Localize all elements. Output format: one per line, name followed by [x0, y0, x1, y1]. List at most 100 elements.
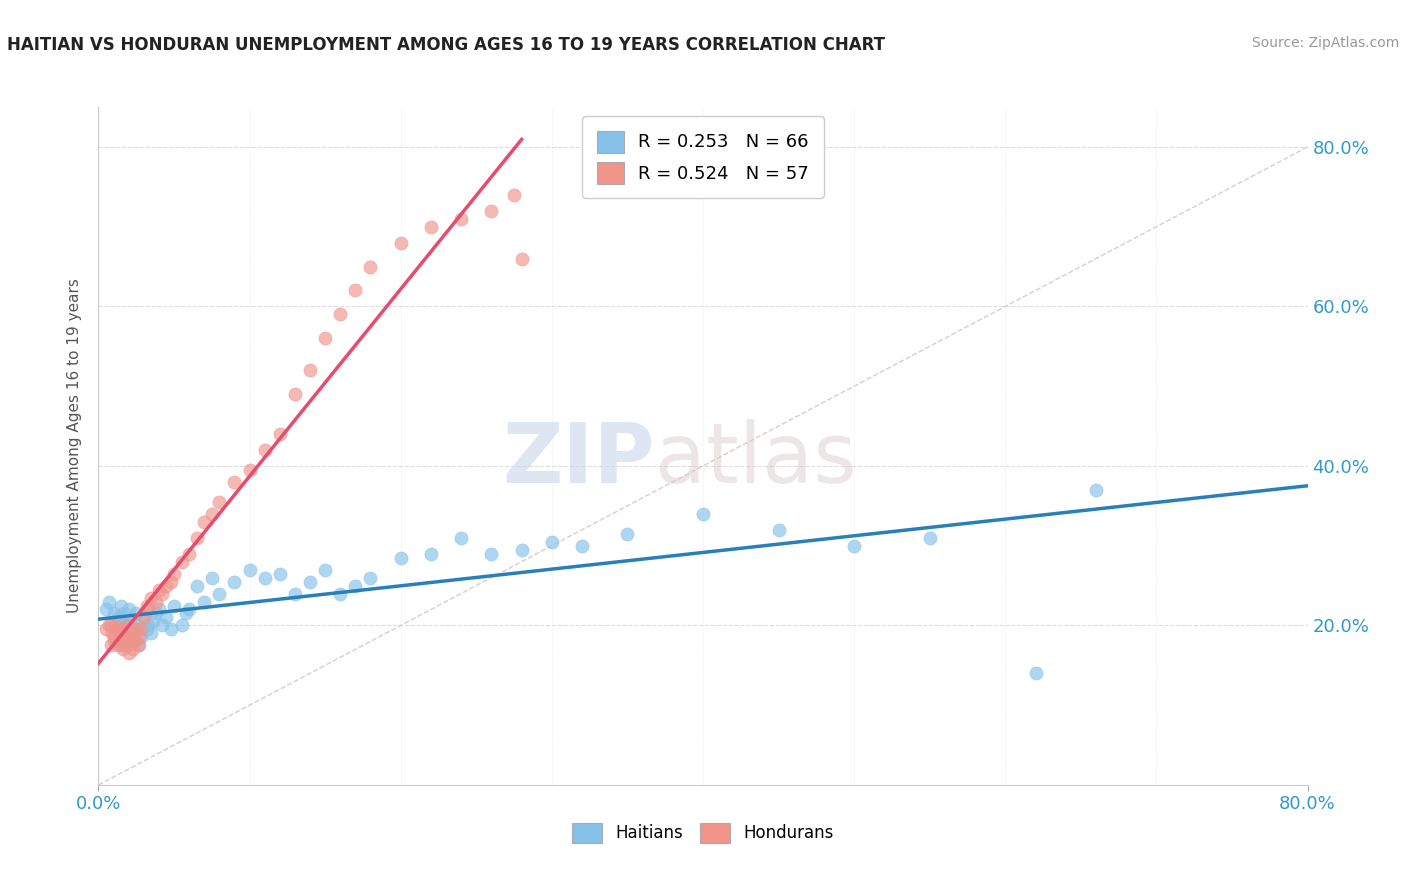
Point	[124, 634, 146, 648]
Point	[100, 639, 122, 653]
Text: ZIP: ZIP	[502, 419, 655, 500]
Point	[94, 602, 117, 616]
Point	[141, 626, 163, 640]
Point	[128, 631, 150, 645]
Point	[120, 634, 142, 648]
Text: HAITIAN VS HONDURAN UNEMPLOYMENT AMONG AGES 16 TO 19 YEARS CORRELATION CHART: HAITIAN VS HONDURAN UNEMPLOYMENT AMONG A…	[7, 36, 884, 54]
Point	[136, 602, 159, 616]
Point	[148, 602, 170, 616]
Point	[132, 610, 155, 624]
Point	[94, 623, 117, 637]
Point	[136, 618, 159, 632]
Point	[111, 626, 134, 640]
Point	[844, 539, 866, 553]
Point	[692, 507, 714, 521]
Point	[103, 631, 125, 645]
Y-axis label: Unemployment Among Ages 16 to 19 years: Unemployment Among Ages 16 to 19 years	[67, 278, 83, 614]
Point	[107, 639, 129, 653]
Point	[420, 219, 443, 234]
Point	[389, 235, 412, 250]
Point	[127, 618, 149, 632]
Point	[118, 602, 141, 616]
Point	[128, 639, 150, 653]
Point	[163, 566, 186, 581]
Point	[125, 623, 148, 637]
Point	[314, 563, 336, 577]
Point	[108, 631, 131, 645]
Point	[344, 284, 367, 298]
Point	[148, 582, 170, 597]
Point	[239, 463, 262, 477]
Point	[132, 610, 155, 624]
Point	[125, 607, 148, 621]
Point	[344, 578, 367, 592]
Point	[103, 607, 125, 621]
Point	[201, 571, 224, 585]
Point	[224, 475, 246, 489]
Point	[150, 618, 173, 632]
Point	[193, 594, 215, 608]
Point	[112, 607, 135, 621]
Point	[450, 211, 472, 226]
Point	[389, 550, 412, 565]
Point	[127, 639, 149, 653]
Point	[174, 607, 197, 621]
Point	[481, 203, 503, 218]
Point	[193, 515, 215, 529]
Point	[208, 586, 231, 600]
Point	[135, 599, 157, 613]
Point	[105, 623, 128, 637]
Point	[114, 631, 136, 645]
Point	[360, 571, 382, 585]
Point	[118, 646, 141, 660]
Point	[239, 563, 262, 577]
Point	[129, 631, 152, 645]
Point	[105, 623, 128, 637]
Point	[115, 639, 138, 653]
Point	[129, 623, 152, 637]
Point	[122, 634, 145, 648]
Point	[481, 547, 503, 561]
Point	[155, 578, 177, 592]
Point	[186, 531, 208, 545]
Point	[284, 387, 307, 401]
Point	[170, 555, 193, 569]
Point	[98, 594, 121, 608]
Point	[150, 586, 173, 600]
Point	[360, 260, 382, 274]
Point	[104, 618, 127, 632]
Point	[510, 252, 533, 266]
Point	[571, 539, 593, 553]
Point	[503, 187, 526, 202]
Point	[1024, 666, 1046, 681]
Point	[98, 618, 121, 632]
Point	[329, 307, 352, 321]
Point	[768, 523, 790, 537]
Point	[118, 631, 141, 645]
Point	[122, 642, 145, 657]
Point	[111, 642, 134, 657]
Point	[450, 531, 472, 545]
Text: atlas: atlas	[655, 419, 856, 500]
Point	[510, 542, 533, 557]
Point	[253, 442, 276, 457]
Point	[160, 574, 183, 589]
Point	[186, 578, 208, 592]
Point	[163, 599, 186, 613]
Point	[142, 615, 165, 629]
Point	[110, 639, 132, 653]
Point	[540, 534, 562, 549]
Point	[314, 331, 336, 345]
Legend: Haitians, Hondurans: Haitians, Hondurans	[564, 814, 842, 851]
Point	[253, 571, 276, 585]
Point	[110, 599, 132, 613]
Point	[145, 607, 167, 621]
Point	[284, 586, 307, 600]
Point	[103, 634, 125, 648]
Point	[110, 634, 132, 648]
Point	[121, 626, 143, 640]
Point	[616, 526, 638, 541]
Point	[118, 618, 141, 632]
Point	[145, 594, 167, 608]
Point	[141, 591, 163, 605]
